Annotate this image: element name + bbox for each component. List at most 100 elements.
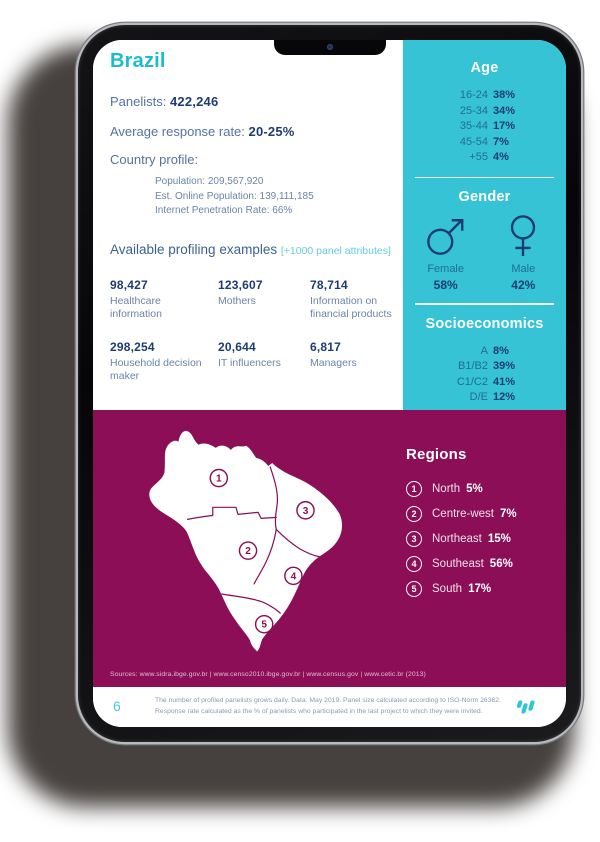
stat-label: Healthcare information (110, 295, 162, 320)
regions-panel: 1 2 3 4 (93, 410, 566, 687)
stat-value: 123,607 (218, 278, 263, 292)
stat-value: 298,254 (110, 340, 155, 354)
socio-section-title: Socioeconomics (425, 315, 544, 332)
stat-healthcare: 98,427 Healthcare information (110, 278, 206, 321)
region-value: 17% (468, 582, 492, 595)
region-number-badge: 5 (406, 580, 422, 597)
stat-value: 6,817 (310, 340, 342, 354)
socio-label: C1/C2 (456, 375, 488, 388)
response-rate-value: 20-25% (248, 124, 295, 139)
socio-value: 39% (493, 360, 516, 372)
map-markers: 1 2 3 4 (209, 468, 315, 634)
panelists-value: 422,246 (169, 94, 219, 109)
gender-row: Female 58% Male 42% (403, 214, 566, 292)
gender-item-female: Female 58% (411, 214, 481, 292)
socio-row: B1/B2 39% (403, 359, 566, 375)
svg-text:2: 2 (245, 546, 251, 557)
page-number: 6 (113, 698, 121, 714)
region-label: Centre-west (432, 507, 494, 520)
age-label: 45-54 (459, 135, 488, 148)
camera-notch (273, 40, 386, 55)
region-number-badge: 1 (406, 480, 422, 497)
internet-penetration-line: Internet Penetration Rate: 66% (155, 205, 293, 216)
socio-label: D/E (469, 391, 488, 403)
age-value: 38% (493, 89, 516, 101)
brand-logo-icon (516, 700, 535, 714)
age-section-title: Age (470, 60, 499, 76)
stat-value: 20,644 (218, 340, 256, 354)
region-row-southeast: 4 Southeast 56% (406, 551, 517, 576)
stat-household: 298,254 Household decision maker (110, 340, 206, 383)
profiling-title: Available profiling examples (110, 242, 281, 257)
stat-managers: 6,817 Managers (310, 340, 406, 370)
gender-value: 42% (511, 278, 536, 292)
socio-value: 12% (493, 391, 516, 403)
map-marker-2: 2 (238, 541, 258, 560)
profiling-heading: Available profiling examples [+1000 pane… (110, 242, 391, 257)
age-rows: 16-24 38% 25-34 34% 35-44 17% 45-54 7% +55 4% (403, 88, 566, 166)
gender-label: Female (427, 263, 464, 275)
population-line: Population: 209,567,920 (155, 176, 264, 187)
age-label: +55 (469, 151, 488, 163)
regions-list: 1 North 5% 2 Centre-west 7% 3 Northeast (406, 476, 517, 601)
age-label: 35-44 (459, 120, 488, 132)
age-label: 25-34 (459, 104, 488, 117)
map-marker-3: 3 (296, 501, 315, 520)
region-label: South (432, 582, 463, 595)
region-value: 5% (466, 482, 483, 495)
region-number-badge: 2 (406, 505, 422, 522)
region-number-badge: 4 (406, 555, 422, 572)
map-marker-1: 1 (209, 468, 229, 488)
stat-value: 78,714 (310, 278, 348, 292)
age-value: 7% (493, 135, 509, 148)
disclaimer-line-2: Response rate calculated as the % of pan… (155, 707, 483, 715)
demographics-sidebar: Age 16-24 38% 25-34 34% 35-44 17% 45-54 7% +… (403, 40, 566, 410)
male-symbol-icon (426, 219, 464, 255)
socio-row: C1/C2 41% (403, 375, 566, 391)
region-row-centre-west: 2 Centre-west 7% (406, 501, 517, 526)
sources-line: Sources: www.sidra.ibge.gov.br | www.cen… (110, 671, 426, 678)
region-value: 56% (489, 557, 513, 570)
region-row-northeast: 3 Northeast 15% (406, 526, 517, 551)
region-number-badge: 3 (406, 530, 422, 547)
page-title: Brazil (110, 50, 166, 72)
age-label: 16-24 (459, 89, 488, 101)
age-row: +55 4% (403, 150, 566, 166)
region-label: Southeast (432, 557, 484, 570)
online-population-line: Est. Online Population: 139,111,185 (155, 190, 314, 202)
age-row: 45-54 7% (403, 135, 566, 151)
stat-label: Managers (310, 357, 357, 369)
response-rate-label: Average response rate: (110, 124, 249, 139)
region-borders (186, 466, 321, 614)
gender-item-male: Male 42% (488, 214, 558, 292)
gender-section-title: Gender (458, 189, 511, 205)
disclaimer-line-1: The number of profiled panelists grows d… (155, 697, 501, 704)
region-row-north: 1 North 5% (406, 476, 517, 501)
regions-legend: Regions 1 North 5% 2 Centre-west 7% (406, 446, 517, 601)
stat-value: 98,427 (110, 278, 148, 292)
sidebar-divider (415, 303, 554, 305)
profiling-note: [+1000 panel attributes] (280, 245, 391, 257)
tablet-screen: Brazil Panelists: 422,246 Average respon… (93, 40, 566, 727)
stat-label: Mothers (218, 295, 256, 307)
age-value: 4% (493, 151, 509, 163)
map-marker-5: 5 (254, 614, 274, 634)
stat-it-influencers: 20,644 IT influencers (218, 340, 314, 370)
country-profile-block: Population: 209,567,920 Est. Online Popu… (155, 175, 314, 219)
country-profile-heading: Country profile: (110, 152, 199, 167)
socio-value: 8% (493, 344, 509, 357)
footer-disclaimer: The number of profiled panelists grows d… (155, 696, 501, 717)
age-row: 25-34 34% (403, 104, 566, 120)
region-row-south: 5 South 17% (406, 576, 517, 601)
female-symbol-icon (511, 215, 536, 257)
svg-text:3: 3 (303, 506, 309, 517)
svg-text:5: 5 (261, 620, 267, 631)
region-value: 15% (487, 532, 511, 545)
svg-text:4: 4 (291, 571, 297, 582)
stat-mothers: 123,607 Mothers (218, 278, 314, 308)
socio-rows: A 8% B1/B2 39% C1/C2 41% D/E 12% (403, 344, 566, 406)
age-value: 17% (493, 120, 516, 132)
stat-label: IT influencers (218, 357, 281, 369)
panelists-line: Panelists: 422,246 (110, 94, 218, 109)
